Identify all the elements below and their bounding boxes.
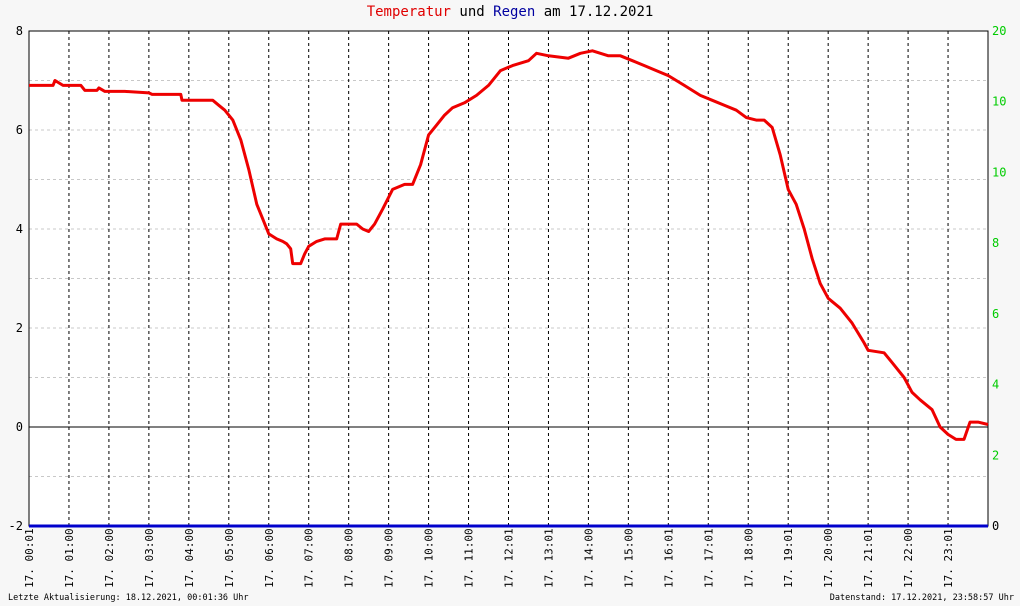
x-tick-label: 17. 12:01	[503, 528, 516, 588]
x-tick-label: 17. 03:00	[143, 528, 156, 588]
x-tick-label: 17. 21:01	[862, 528, 875, 588]
x-tick-label: 17. 10:00	[423, 528, 436, 588]
title-connector: und	[450, 4, 494, 20]
x-tick-label: 17. 19:01	[782, 528, 795, 588]
x-tick-label: 17. 13:01	[542, 528, 555, 588]
x-tick-label: 17. 06:00	[263, 528, 276, 588]
y2-tick-label: 8	[992, 236, 999, 250]
x-tick-label: 17. 11:00	[463, 528, 476, 588]
x-tick-label: 17. 20:00	[822, 528, 835, 588]
x-tick-label: 17. 05:00	[223, 528, 236, 588]
y-tick-label: 2	[16, 321, 23, 335]
y-tick-label: -2	[9, 519, 23, 533]
x-tick-label: 17. 07:00	[303, 528, 316, 588]
x-tick-label: 17. 02:00	[103, 528, 116, 588]
x-tick-label: 17. 15:00	[622, 528, 635, 588]
y-tick-label: 6	[16, 123, 23, 137]
chart-title: Temperatur und Regen am 17.12.2021	[0, 4, 1020, 20]
y-tick-label: 0	[16, 420, 23, 434]
x-tick-label: 17. 09:00	[383, 528, 396, 588]
title-date: am 17.12.2021	[535, 4, 654, 20]
y-tick-label: 8	[16, 24, 23, 38]
x-tick-label: 17. 22:00	[902, 528, 915, 588]
x-tick-label: 17. 17:01	[702, 528, 715, 588]
x-tick-label: 17. 23:01	[942, 528, 955, 588]
temperature-series-line	[29, 49, 989, 441]
y2-tick-label: 4	[992, 378, 999, 392]
x-tick-label: 17. 16:01	[662, 528, 675, 588]
title-rain: Regen	[493, 4, 536, 20]
y2-tick-label: 2	[992, 448, 999, 462]
x-tick-label: 17. 18:00	[742, 528, 755, 588]
x-tick-label: 17. 00:01	[23, 528, 36, 588]
y2-tick-label: 10	[992, 95, 1006, 109]
footer-last-update: Letzte Aktualisierung: 18.12.2021, 00:01…	[8, 593, 249, 603]
y2-tick-label: 0	[992, 519, 999, 533]
footer-data-status: Datenstand: 17.12.2021, 23:58:57 Uhr	[829, 593, 1014, 603]
x-tick-label: 17. 08:00	[343, 528, 356, 588]
y2-tick-label: 6	[992, 307, 999, 321]
x-tick-label: 17. 14:00	[582, 528, 595, 588]
y-tick-label: 4	[16, 222, 23, 236]
x-tick-label: 17. 04:00	[183, 528, 196, 588]
x-tick-label: 17. 01:00	[63, 528, 76, 588]
title-temperature: Temperatur	[366, 4, 451, 20]
y2-tick-label: 10	[992, 165, 1006, 179]
y2-tick-label: 20	[992, 24, 1006, 38]
